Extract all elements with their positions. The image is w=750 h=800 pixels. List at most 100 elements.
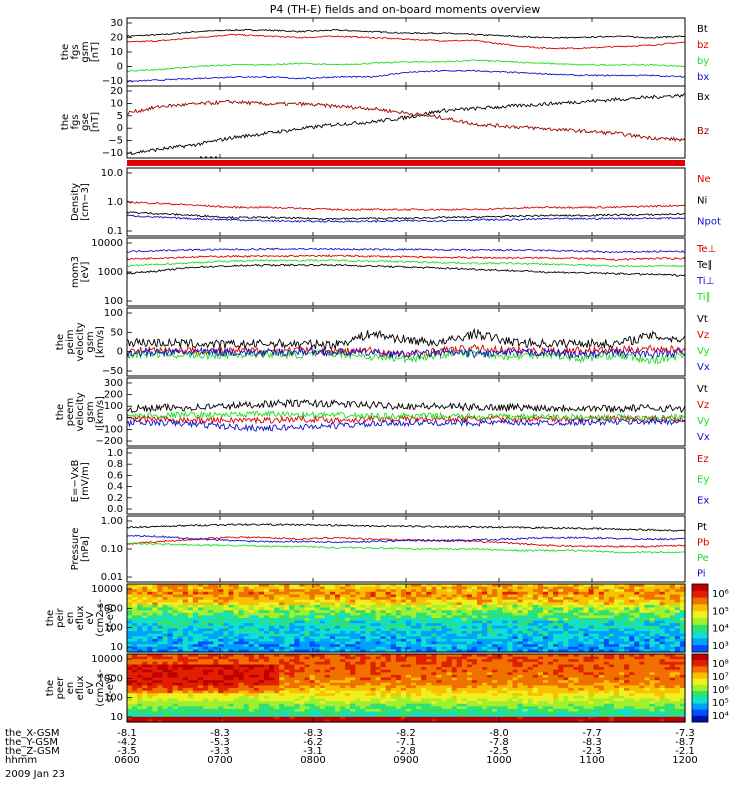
spec-cell — [644, 602, 651, 606]
spec-cell — [182, 584, 189, 588]
spec-cell — [532, 628, 539, 632]
spec-cell — [167, 599, 174, 603]
spec-cell — [421, 672, 427, 676]
spec-cell — [497, 623, 503, 627]
spec-cell — [370, 602, 377, 606]
spec-cell — [223, 703, 230, 707]
spec-cell — [360, 682, 366, 686]
spec-cell — [436, 584, 443, 588]
spec-cell — [614, 599, 620, 603]
spec-cell — [507, 628, 514, 632]
spec-cell — [507, 623, 514, 627]
spec-cell — [436, 620, 443, 624]
spec-cell — [365, 703, 372, 707]
spec-cell — [243, 584, 250, 588]
spec-cell — [436, 610, 443, 614]
spec-cell — [345, 682, 351, 686]
y-tick-label: 0 — [117, 413, 123, 424]
spec-cell — [603, 638, 610, 643]
spec-cell — [248, 628, 255, 632]
spec-cell — [167, 716, 174, 720]
spec-cell — [314, 688, 321, 692]
spec-cell — [471, 623, 478, 627]
spec-cell — [152, 677, 159, 681]
spec-cell — [477, 644, 483, 648]
spec-cell — [360, 612, 366, 616]
spec-cell — [203, 599, 209, 603]
spec-cell — [233, 690, 240, 694]
spec-cell — [527, 604, 534, 609]
spec-cell — [340, 711, 346, 715]
spec-cell — [674, 591, 681, 595]
spec-cell — [664, 633, 671, 637]
spec-cell — [345, 672, 351, 676]
spec-cell — [157, 674, 164, 679]
spec-cell — [441, 584, 448, 588]
spec-cell — [537, 628, 544, 632]
spec-cell — [162, 597, 169, 601]
spec-cell — [142, 664, 148, 668]
spec-cell — [137, 604, 143, 609]
spec-cell — [172, 597, 179, 601]
y-tick-label: 10000 — [91, 584, 123, 595]
spec-cell — [167, 659, 174, 663]
spec-cell — [441, 682, 448, 686]
spec-cell — [340, 693, 346, 697]
spec-cell — [137, 584, 143, 588]
spec-cell — [482, 597, 488, 601]
spec-cell — [436, 623, 443, 627]
spec-cell — [664, 644, 671, 648]
spec-cell — [172, 703, 179, 707]
spec-cell — [182, 625, 189, 629]
spec-cell — [482, 602, 488, 606]
spec-cell — [395, 672, 402, 676]
spec-cell — [370, 633, 377, 637]
spec-cell — [537, 620, 544, 624]
spec-cell — [644, 633, 651, 637]
spec-cell — [441, 618, 448, 622]
spec-cell — [532, 638, 539, 643]
spec-cell — [137, 638, 143, 643]
spec-cell — [335, 591, 341, 595]
spec-cell — [335, 646, 341, 650]
spec-cell — [629, 625, 635, 629]
spec-cell — [223, 685, 230, 689]
spec-cell — [274, 636, 280, 640]
spec-cell — [223, 714, 230, 718]
spec-cell — [416, 669, 422, 673]
spec-cell — [345, 656, 351, 660]
spec-cell — [309, 610, 316, 614]
spec-cell — [522, 646, 529, 650]
spec-cell — [431, 669, 438, 673]
spec-cell — [142, 672, 148, 676]
spec-cell — [350, 631, 356, 635]
spec-cell — [416, 584, 422, 588]
spec-cell — [406, 623, 412, 627]
spec-cell — [132, 623, 138, 627]
spec-cell — [269, 714, 275, 718]
spec-cell — [390, 584, 397, 588]
spec-cell — [340, 599, 346, 603]
spec-cell — [167, 631, 174, 635]
spec-cell — [162, 623, 169, 627]
spec-cell — [314, 719, 321, 723]
y-axis-label: the — [55, 334, 66, 350]
spec-cell — [233, 646, 240, 650]
spec-cell — [294, 714, 301, 718]
spec-cell — [522, 607, 529, 611]
spec-cell — [365, 599, 372, 603]
y-axis-label: Pressure — [70, 528, 81, 571]
spec-cell — [340, 695, 346, 699]
spec-cell — [289, 708, 295, 713]
spec-cell — [446, 703, 453, 707]
spec-cell — [269, 701, 275, 705]
spec-cell — [578, 584, 585, 588]
spec-cell — [319, 649, 326, 653]
spec-cell — [208, 677, 214, 681]
spec-cell — [603, 610, 610, 614]
spec-cell — [253, 620, 260, 624]
spec-cell — [360, 706, 366, 710]
spec-cell — [279, 719, 285, 723]
spec-cell — [411, 649, 417, 653]
spec-cell — [517, 623, 524, 627]
